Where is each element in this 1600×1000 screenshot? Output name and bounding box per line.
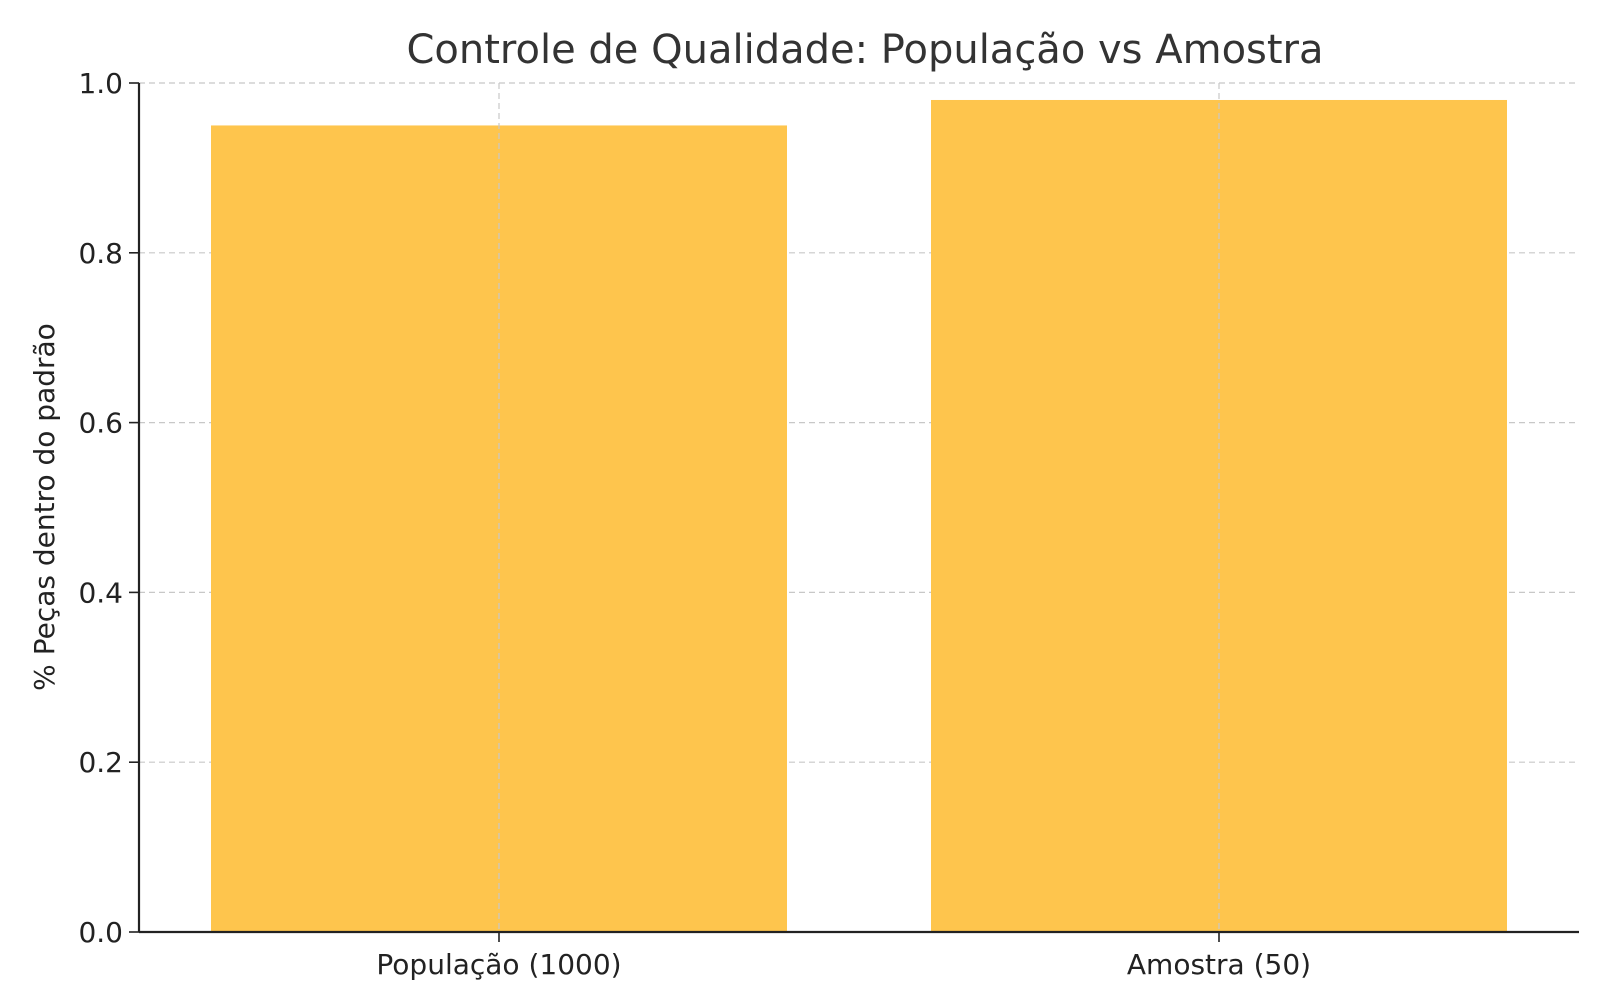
y-tick-label: 0.0 [78, 916, 123, 949]
bars-layer [211, 99, 1507, 933]
y-tick-label: 0.2 [78, 746, 123, 779]
x-tick-label: Amostra (50) [1127, 948, 1311, 981]
x-tick-label: População (1000) [376, 948, 621, 981]
y-tick-label: 0.4 [78, 576, 123, 609]
chart-title: Controle de Qualidade: População vs Amos… [406, 27, 1323, 73]
ticks-layer: 0.0 0.2 0.4 0.6 0.8 1.0 População (1000) Amostr… [78, 67, 1311, 981]
axes-layer [137, 83, 1579, 934]
y-tick-label: 0.8 [78, 237, 123, 270]
y-axis-label: % Peças dentro do padrão [28, 323, 61, 691]
vertical-grid-layer [498, 83, 1220, 932]
y-tick-label: 0.6 [78, 407, 123, 440]
y-tick-label: 1.0 [78, 67, 123, 100]
